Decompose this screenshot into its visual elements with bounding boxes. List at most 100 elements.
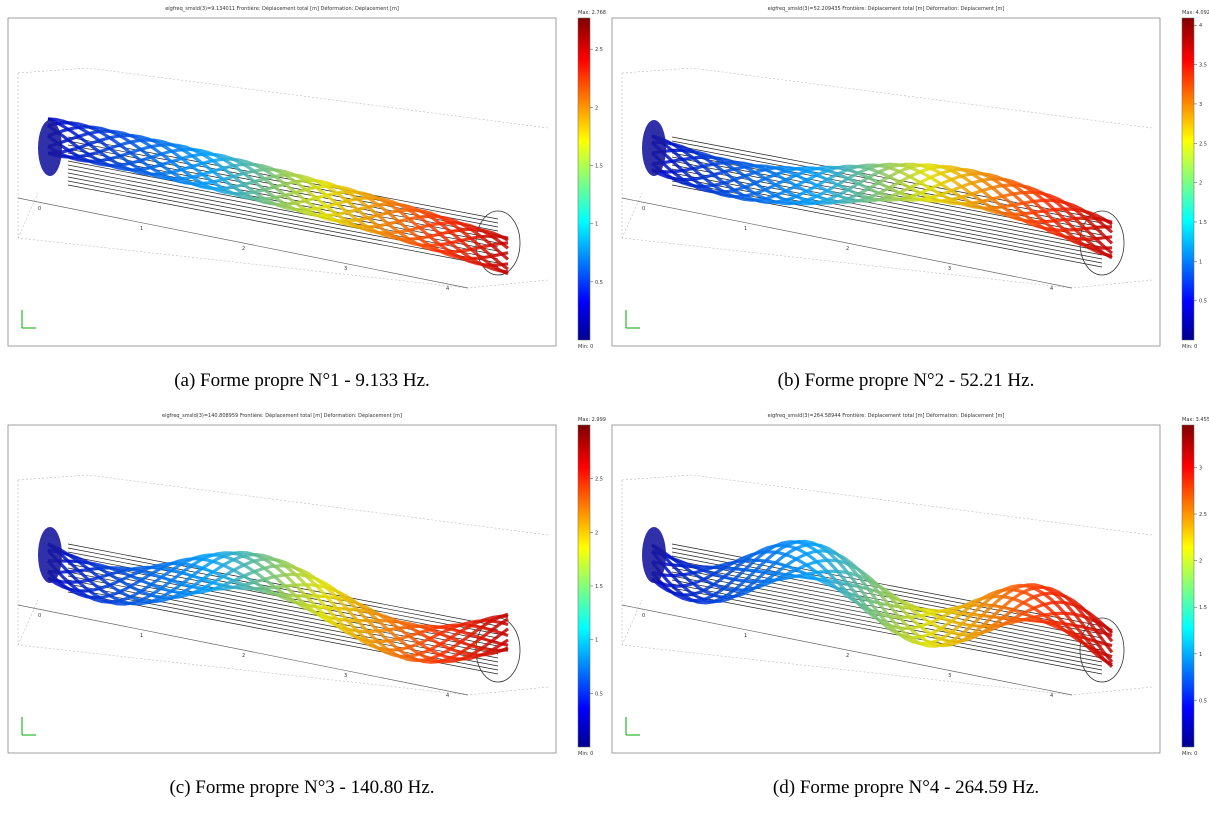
plot-title: eigfreq_smsld(3)=140.808959 Frontière: D…: [162, 412, 402, 419]
colorbar-tick-label: 2.5: [595, 47, 603, 53]
axis-triad: [21, 310, 36, 329]
colorbar-tick-label: 1.5: [595, 584, 603, 590]
colorbar-tick-label: 3.5: [1199, 63, 1207, 69]
axis-line: [621, 197, 1073, 289]
tube-start: [642, 527, 666, 583]
axis-tick-label: 0: [642, 206, 645, 212]
axis-triad: [625, 310, 640, 329]
colorbar-tick-label: 2.5: [595, 477, 603, 483]
colorbar-tick-label: 1.5: [595, 164, 603, 170]
helix-strand: [47, 124, 509, 271]
helix-strand: [651, 560, 1113, 633]
axis-triad: [21, 717, 36, 736]
colorbar-tick-label: 2.5: [1199, 141, 1207, 147]
helix-strand: [651, 148, 1113, 224]
subfigure: eigfreq_smsld(3)=264.58944 Frontière: Dé…: [611, 412, 1209, 798]
caption: (c) Forme propre N°3 - 140.80 Hz.: [169, 777, 434, 798]
axis-tick-label: 3: [948, 673, 951, 679]
colorbar-tick-label: 0.5: [595, 691, 603, 697]
helix-strand: [46, 549, 509, 647]
subfigure: eigfreq_smsld(3)=9.134011 Frontière: Dép…: [7, 5, 606, 391]
axis-line: [17, 197, 469, 289]
axis-tick-label: 0: [642, 613, 645, 619]
colorbar-tick-label: 1.5: [1199, 605, 1207, 611]
axis-tick-label: 2: [242, 246, 245, 252]
colorbar-tick-label: 1.5: [1199, 220, 1207, 226]
box-guide: [621, 67, 1153, 289]
colorbar: [1181, 17, 1195, 341]
axis-triad: [625, 717, 640, 736]
colorbar-tick-label: 2: [595, 530, 598, 536]
plot-title: eigfreq_smsld(3)=264.58944 Frontière: Dé…: [768, 412, 1005, 419]
colorbar-max: Max: 2.999: [578, 417, 606, 423]
colorbar-max: Max: 3.455: [1182, 417, 1209, 423]
tube-start: [38, 120, 62, 176]
colorbar-min: Min: 0: [1182, 344, 1197, 350]
helix-strand: [651, 155, 1112, 232]
colorbar: [577, 424, 591, 748]
helix-strand: [47, 138, 509, 267]
tube-line: [671, 164, 1103, 248]
colorbar-max: Max: 4.092: [1182, 10, 1209, 16]
colorbar-tick-label: 1: [1199, 652, 1202, 658]
colorbar-tick-label: 1: [595, 222, 598, 228]
helix-strand: [47, 125, 509, 248]
axis-tick-label: 2: [242, 653, 245, 659]
caption: (b) Forme propre N°2 - 52.21 Hz.: [778, 370, 1035, 391]
axis-tick-label: 0: [38, 613, 41, 619]
colorbar-tick-label: 2: [1199, 181, 1202, 187]
helix-strand: [47, 117, 510, 261]
subfigure: eigfreq_smsld(3)=52.209435 Frontière: Dé…: [611, 5, 1209, 391]
colorbar-max: Max: 2.768: [578, 10, 606, 16]
axis-tick-label: 4: [446, 286, 449, 292]
helix-strand: [650, 543, 1114, 654]
helix-strand: [651, 558, 1113, 638]
axis-line: [621, 604, 1073, 696]
colorbar-tick-label: 0.5: [595, 280, 603, 286]
axis-tick-label: 1: [140, 226, 143, 232]
tube-line: [671, 591, 1103, 675]
helix-strand: [650, 542, 1114, 664]
colorbar-tick-label: 2: [1199, 559, 1202, 565]
colorbar: [577, 17, 591, 341]
axis-tick-label: 1: [140, 633, 143, 639]
helix-strand: [650, 141, 1114, 255]
colorbar: [1181, 424, 1195, 748]
helix-strand: [651, 543, 1114, 643]
tube-line: [67, 547, 499, 631]
colorbar-tick-label: 1: [1199, 259, 1202, 265]
axis-tick-label: 4: [1050, 286, 1053, 292]
tube-start: [38, 527, 62, 583]
tube-line: [67, 563, 499, 647]
helix-strand: [47, 129, 509, 254]
colorbar-min: Min: 0: [578, 751, 593, 757]
tube-line: [67, 184, 499, 268]
helix-strand: [47, 542, 509, 652]
axis-line: [17, 604, 469, 696]
axis-tick-label: 3: [344, 266, 347, 272]
box-guide: [17, 474, 549, 696]
caption: (d) Forme propre N°4 - 264.59 Hz.: [773, 777, 1039, 798]
axis-tick-label: 3: [948, 266, 951, 272]
colorbar-tick-label: 2: [595, 105, 598, 111]
tube-line: [671, 168, 1103, 252]
colorbar-tick-label: 4: [1199, 23, 1202, 29]
colorbar-tick-label: 0.5: [1199, 299, 1207, 305]
box-guide: [621, 474, 1153, 696]
colorbar-tick-label: 2.5: [1199, 512, 1207, 518]
helix-strand: [47, 566, 509, 664]
colorbar-tick-label: 3: [1199, 465, 1202, 471]
tube-start: [642, 120, 666, 176]
helix-strand: [47, 559, 509, 663]
helix-strand: [651, 134, 1114, 234]
helix-strand: [47, 542, 509, 644]
axis-tick-label: 1: [744, 633, 747, 639]
helix-strand: [651, 164, 1113, 250]
axis-tick-label: 2: [846, 653, 849, 659]
helix-strand: [651, 134, 1114, 245]
axis-tick-label: 2: [846, 246, 849, 252]
colorbar-tick-label: 1: [595, 638, 598, 644]
axis-tick-label: 4: [446, 693, 449, 699]
tube-line: [671, 587, 1103, 671]
